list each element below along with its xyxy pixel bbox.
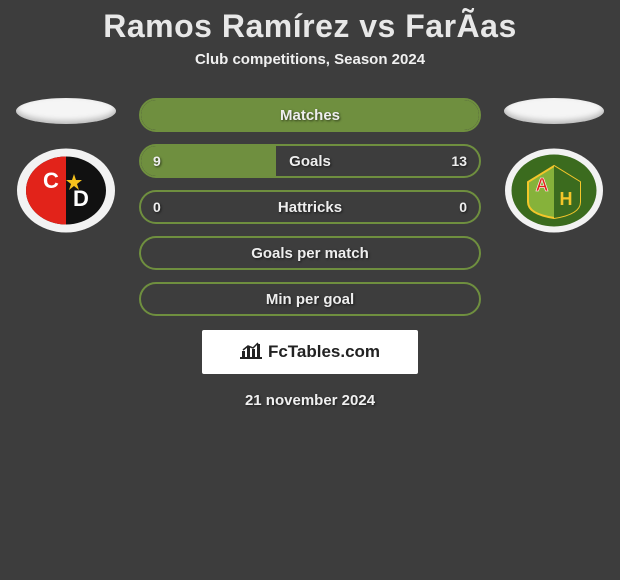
right-column: A H (499, 98, 609, 233)
svg-text:H: H (560, 189, 573, 209)
chart-icon (240, 341, 262, 364)
watermark: FcTables.com (202, 330, 418, 374)
left-player-ellipse (16, 98, 116, 124)
stat-row-matches: Matches (139, 98, 481, 132)
left-column: C D (11, 98, 121, 233)
stat-label: Goals per match (251, 245, 369, 262)
page-title: Ramos Ramírez vs FarÃ­as (0, 8, 620, 45)
stat-label: Min per goal (266, 291, 354, 308)
stat-right-value: 0 (459, 199, 467, 215)
stat-row-min-per-goal: Min per goal (139, 282, 481, 316)
stat-right-value: 13 (451, 153, 467, 169)
svg-text:D: D (73, 186, 89, 211)
svg-text:A: A (536, 175, 549, 195)
stat-left-value: 0 (153, 199, 161, 215)
stat-fill (141, 146, 276, 176)
stat-left-value: 9 (153, 153, 161, 169)
stat-row-hattricks: 0 Hattricks 0 (139, 190, 481, 224)
stat-row-goals: 9 Goals 13 (139, 144, 481, 178)
left-team-badge: C D (16, 148, 116, 233)
stat-label: Goals (289, 153, 331, 170)
svg-text:C: C (43, 168, 59, 193)
footer-date: 21 november 2024 (0, 392, 620, 409)
stat-label: Hattricks (278, 199, 342, 216)
stat-label: Matches (280, 107, 340, 124)
stat-row-goals-per-match: Goals per match (139, 236, 481, 270)
subtitle: Club competitions, Season 2024 (0, 51, 620, 68)
watermark-text: FcTables.com (268, 342, 380, 362)
stats-column: Matches 9 Goals 13 0 Hattricks 0 Goals p… (139, 98, 481, 316)
right-team-badge: A H (504, 148, 604, 233)
comparison-card: Ramos Ramírez vs FarÃ­as Club competitio… (0, 0, 620, 409)
right-player-ellipse (504, 98, 604, 124)
main-row: C D Matches 9 Goals 13 0 (0, 98, 620, 316)
